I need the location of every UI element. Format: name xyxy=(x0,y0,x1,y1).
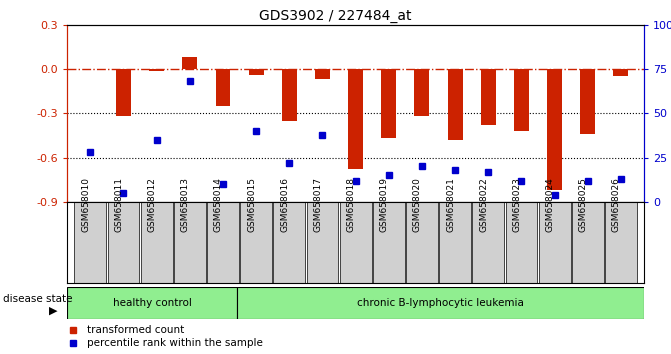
Bar xyxy=(381,69,397,138)
Bar xyxy=(505,202,537,283)
Text: GSM658016: GSM658016 xyxy=(280,177,289,232)
Bar xyxy=(67,287,237,319)
Bar xyxy=(605,202,637,283)
Text: GSM658014: GSM658014 xyxy=(214,177,223,232)
Bar xyxy=(149,69,164,70)
Text: chronic B-lymphocytic leukemia: chronic B-lymphocytic leukemia xyxy=(357,298,524,308)
Text: healthy control: healthy control xyxy=(113,298,191,308)
Bar xyxy=(240,202,272,283)
Bar xyxy=(107,202,140,283)
Bar xyxy=(613,69,629,76)
Bar xyxy=(440,202,471,283)
Bar xyxy=(448,69,462,140)
Text: percentile rank within the sample: percentile rank within the sample xyxy=(87,338,263,348)
Text: disease state: disease state xyxy=(3,295,73,304)
Bar xyxy=(373,202,405,283)
Text: GSM658015: GSM658015 xyxy=(247,177,256,232)
Text: GSM658017: GSM658017 xyxy=(313,177,323,232)
Text: GDS3902 / 227484_at: GDS3902 / 227484_at xyxy=(259,9,412,23)
Bar xyxy=(141,202,172,283)
Text: GSM658011: GSM658011 xyxy=(115,177,123,232)
Text: GSM658012: GSM658012 xyxy=(148,177,156,232)
Text: GSM658023: GSM658023 xyxy=(513,177,521,232)
Bar xyxy=(539,202,570,283)
Bar xyxy=(215,69,230,106)
Text: GSM658013: GSM658013 xyxy=(180,177,190,232)
Bar xyxy=(237,287,644,319)
Text: GSM658025: GSM658025 xyxy=(579,177,588,232)
Text: ▶: ▶ xyxy=(50,306,58,316)
Bar xyxy=(273,202,305,283)
Text: GSM658020: GSM658020 xyxy=(413,177,422,232)
Text: transformed count: transformed count xyxy=(87,325,185,335)
Bar xyxy=(580,69,595,134)
Bar xyxy=(547,69,562,190)
Bar xyxy=(282,69,297,121)
Bar xyxy=(207,202,239,283)
Bar xyxy=(74,202,106,283)
Bar xyxy=(174,202,206,283)
Bar xyxy=(481,69,496,125)
Bar xyxy=(249,69,264,75)
Bar xyxy=(116,69,131,116)
Bar xyxy=(472,202,504,283)
Bar xyxy=(514,69,529,131)
Bar xyxy=(415,69,429,116)
Bar xyxy=(348,69,363,169)
Bar xyxy=(572,202,604,283)
Bar xyxy=(183,57,197,69)
Text: GSM658019: GSM658019 xyxy=(380,177,389,232)
Text: GSM658010: GSM658010 xyxy=(81,177,91,232)
Text: GSM658018: GSM658018 xyxy=(347,177,356,232)
Bar xyxy=(340,202,372,283)
Text: GSM658026: GSM658026 xyxy=(612,177,621,232)
Bar xyxy=(406,202,438,283)
Text: GSM658022: GSM658022 xyxy=(479,177,488,232)
Bar xyxy=(307,202,338,283)
Bar xyxy=(315,69,330,79)
Text: GSM658024: GSM658024 xyxy=(546,177,555,232)
Text: GSM658021: GSM658021 xyxy=(446,177,455,232)
